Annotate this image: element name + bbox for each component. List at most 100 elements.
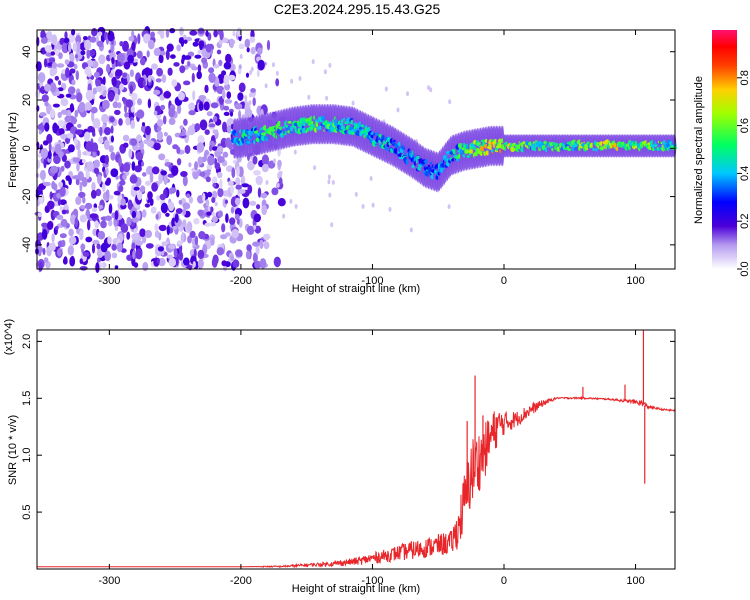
- snr-x-tick-label: -200: [230, 575, 252, 587]
- spectrogram-noise-cell: [187, 235, 192, 244]
- spectrogram-noise-cell: [104, 215, 112, 221]
- spectrogram-noise-cell: [255, 245, 260, 255]
- spectrogram-noise-cell: [160, 50, 166, 56]
- spectrogram-noise-cell: [204, 207, 209, 214]
- spectrogram-noise-cell: [147, 191, 153, 200]
- spectrogram-noise-cell: [135, 135, 142, 142]
- spectrogram-noise-cell: [121, 96, 126, 102]
- spectrogram-noise-cell: [83, 131, 91, 142]
- spectrogram-noise-cell: [216, 171, 223, 179]
- spectrogram-noise-cell: [108, 145, 114, 153]
- spectrogram-noise-cell: [158, 54, 164, 64]
- spectrogram-noise-cell: [37, 212, 42, 218]
- spectrogram-noise-cell: [193, 218, 200, 225]
- spectrogram-noise-cell: [149, 198, 154, 206]
- spectrogram-noise-cell: [147, 98, 152, 109]
- spectrogram-noise-cell: [93, 159, 100, 169]
- spectrogram-noise-cell: [119, 41, 124, 47]
- spectrogram-noise-cell: [67, 245, 75, 256]
- spectrogram-noise-cell: [290, 78, 294, 84]
- spectrogram-frame: [36, 29, 676, 270]
- spectrogram-noise-cell: [254, 260, 262, 269]
- spectrogram-noise-cell: [196, 142, 205, 153]
- spectrogram-noise-cell: [294, 204, 298, 209]
- spectrogram-noise-cell: [236, 218, 240, 225]
- spectrogram-noise-cell: [48, 142, 52, 153]
- spectrogram-noise-cell: [108, 219, 113, 227]
- spectrogram-noise-cell: [71, 79, 76, 86]
- spectrogram-noise-cell: [123, 142, 129, 148]
- spectrogram-noise-cell: [221, 223, 226, 233]
- spectrogram-noise-cell: [256, 204, 261, 210]
- spectrogram-noise-cell: [328, 62, 332, 68]
- spectrogram-noise-cell: [221, 70, 227, 76]
- spectrogram-noise-cell: [179, 26, 184, 36]
- snr-x-ticks: -300 -200 -100 0 100: [98, 330, 645, 587]
- spectrogram-noise-cell: [156, 126, 162, 132]
- spectrogram-noise-cell: [275, 70, 279, 76]
- spectrogram-noise-cell: [95, 188, 102, 197]
- spectrogram-noise-cell: [80, 215, 85, 223]
- spectrogram-y-tick-label: 40: [21, 46, 33, 58]
- spectrogram-noise-cell: [197, 249, 205, 259]
- spectrogram-noise-cell: [263, 241, 270, 250]
- spectrogram-noise-cell: [209, 144, 213, 152]
- spectrogram-noise-cell: [79, 181, 83, 192]
- spectrogram-noise-cell: [189, 30, 198, 36]
- spectrogram-noise-cell: [246, 244, 252, 252]
- spectrogram-noise-cell: [133, 146, 141, 151]
- spectrogram-noise-cell: [131, 242, 136, 250]
- spectrogram-noise-cell: [206, 164, 212, 171]
- spectrogram-noise-cell: [142, 79, 146, 87]
- spectrogram-noise-cell: [171, 165, 179, 177]
- spectrogram-noise-cell: [183, 118, 188, 126]
- spectrogram-noise-cell: [67, 144, 75, 153]
- spectrogram-noise-cell: [199, 171, 206, 177]
- spectrogram-noise-cell: [226, 91, 232, 99]
- spectrogram-noise-cell: [264, 83, 268, 89]
- spectrogram-noise-cell: [250, 46, 256, 55]
- spectrogram-noise-cell: [37, 124, 42, 131]
- spectrogram-noise-cell: [122, 174, 127, 180]
- spectrogram-noise-cell: [84, 39, 92, 51]
- spectrogram-noise-cell: [95, 262, 100, 274]
- spectrogram-noise-cell: [114, 265, 119, 270]
- spectrogram-noise-cell: [54, 75, 59, 81]
- spectrogram-noise-cell: [175, 256, 179, 266]
- spectrogram-noise-cell: [93, 71, 100, 78]
- spectrogram-noise-cell: [59, 233, 67, 239]
- spectrogram-noise-cell: [247, 184, 253, 194]
- spectrogram-noise-cell: [204, 84, 209, 94]
- spectrogram-noise-cell: [112, 101, 119, 109]
- spectrogram-noise-cell: [171, 217, 177, 229]
- spectrogram-noise-cell: [187, 51, 195, 57]
- spectrogram-noise-cell: [165, 212, 170, 217]
- spectrogram-noise-cell: [145, 243, 154, 249]
- spectrogram-noise-cell: [119, 180, 126, 186]
- spectrogram-noise-cell: [132, 250, 136, 260]
- spectrogram-noise-cell: [234, 197, 241, 206]
- spectrogram-noise-cell: [197, 135, 205, 145]
- spectrogram-noise-cell: [83, 36, 88, 41]
- spectrogram-noise-cell: [222, 151, 229, 158]
- spectrogram-noise-cell: [384, 86, 388, 92]
- spectrogram-noise-cell: [72, 175, 80, 180]
- spectrogram-noise-cell: [212, 129, 218, 135]
- spectrogram-noise-cell: [149, 172, 154, 183]
- spectrogram-noise-cell: [207, 155, 215, 166]
- spectrogram-noise-cell: [179, 65, 186, 74]
- spectrogram-noise-cell: [203, 101, 210, 111]
- spectrogram-noise-cell: [153, 142, 161, 151]
- spectrogram-noise-cell: [85, 89, 94, 101]
- spectrogram-noise-cell: [58, 52, 63, 60]
- spectrogram-noise-cell: [107, 30, 115, 42]
- spectrogram-noise-cell: [311, 59, 315, 65]
- spectrogram-noise-cell: [93, 203, 98, 209]
- spectrogram-noise-cell: [129, 174, 138, 184]
- spectrogram-noise-cell: [92, 118, 101, 129]
- spectrogram-noise-cell: [249, 200, 257, 206]
- spectrogram-noise-cell: [176, 44, 182, 52]
- spectrogram-noise-cell: [224, 199, 228, 204]
- spectrogram-noise-cell: [110, 44, 115, 52]
- spectrogram-noise-cell: [114, 93, 120, 102]
